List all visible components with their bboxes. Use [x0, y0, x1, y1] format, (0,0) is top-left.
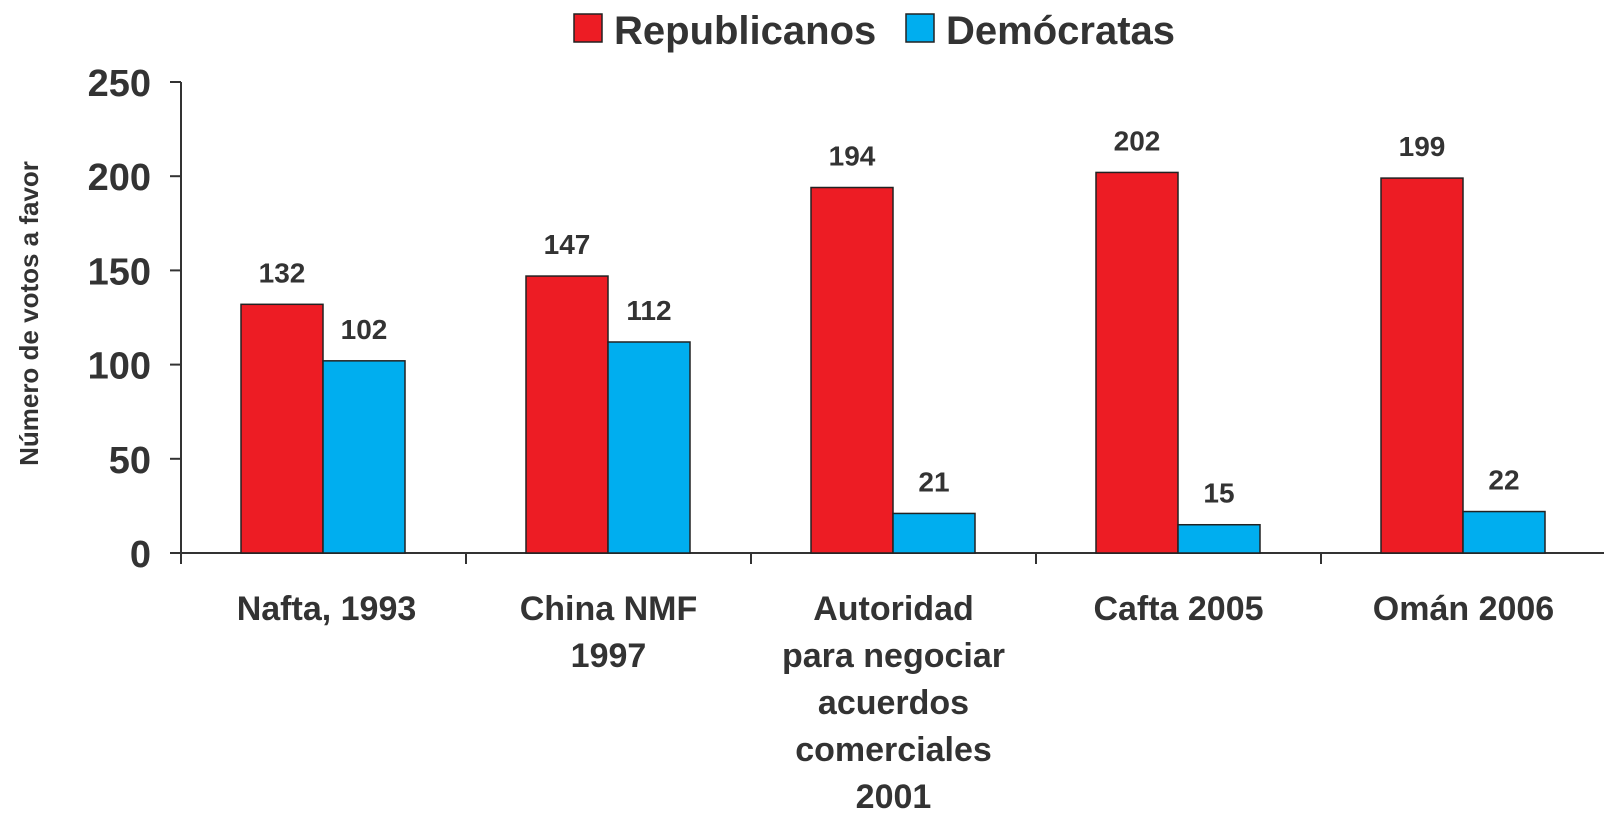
data-label: 147 — [544, 229, 591, 260]
bar-republicanos — [810, 186, 894, 554]
bar-democratas — [1462, 510, 1546, 554]
data-label: 199 — [1399, 131, 1446, 162]
data-label: 102 — [341, 314, 388, 345]
x-category-label: Omán 2006 — [1373, 590, 1554, 628]
y-tick-label: 50 — [109, 440, 151, 482]
data-label: 202 — [1114, 125, 1161, 156]
bar-republicanos — [240, 303, 324, 554]
y-tick-label: 150 — [88, 251, 151, 293]
data-label: 194 — [829, 141, 876, 172]
x-axis: Nafta, 1993 China NMF 1997 Autoridad para ne… — [180, 552, 1604, 816]
legend: Republicanos Demócratas — [573, 9, 1175, 53]
x-category-label: Nafta, 1993 — [237, 590, 417, 628]
data-label: 15 — [1203, 478, 1234, 509]
x-category-label: China NMF 1997 — [520, 590, 698, 675]
bar-democratas — [607, 341, 691, 554]
legend-label: Republicanos — [614, 9, 876, 53]
y-axis: 0 50 100 150 200 250 — [88, 63, 182, 576]
x-category-label: Cafta 2005 — [1093, 590, 1263, 628]
y-tick-label: 200 — [88, 157, 151, 199]
data-label: 132 — [259, 257, 306, 288]
data-labels: 132 147 194 202 199 102 112 21 15 22 — [259, 125, 1520, 508]
bar-democratas — [892, 512, 976, 554]
bar-democratas — [1177, 523, 1261, 554]
legend-swatch — [573, 13, 603, 43]
bar-democratas — [322, 360, 406, 554]
data-label: 22 — [1488, 465, 1519, 496]
data-label: 21 — [918, 466, 949, 497]
y-tick-label: 100 — [88, 346, 151, 388]
y-tick-label: 0 — [130, 534, 151, 576]
bar-republicanos — [525, 275, 609, 554]
legend-label: Demócratas — [946, 9, 1175, 53]
legend-swatch — [905, 13, 935, 43]
x-category-label: Autoridad para negociar acuerdos comerciale… — [782, 590, 1005, 816]
y-axis-title: Número de votos a favor — [14, 161, 44, 466]
bars — [240, 171, 1546, 554]
y-tick-label: 250 — [88, 63, 151, 105]
data-label: 112 — [626, 295, 671, 326]
bar-republicanos — [1380, 177, 1464, 554]
bar-republicanos — [1095, 171, 1179, 554]
